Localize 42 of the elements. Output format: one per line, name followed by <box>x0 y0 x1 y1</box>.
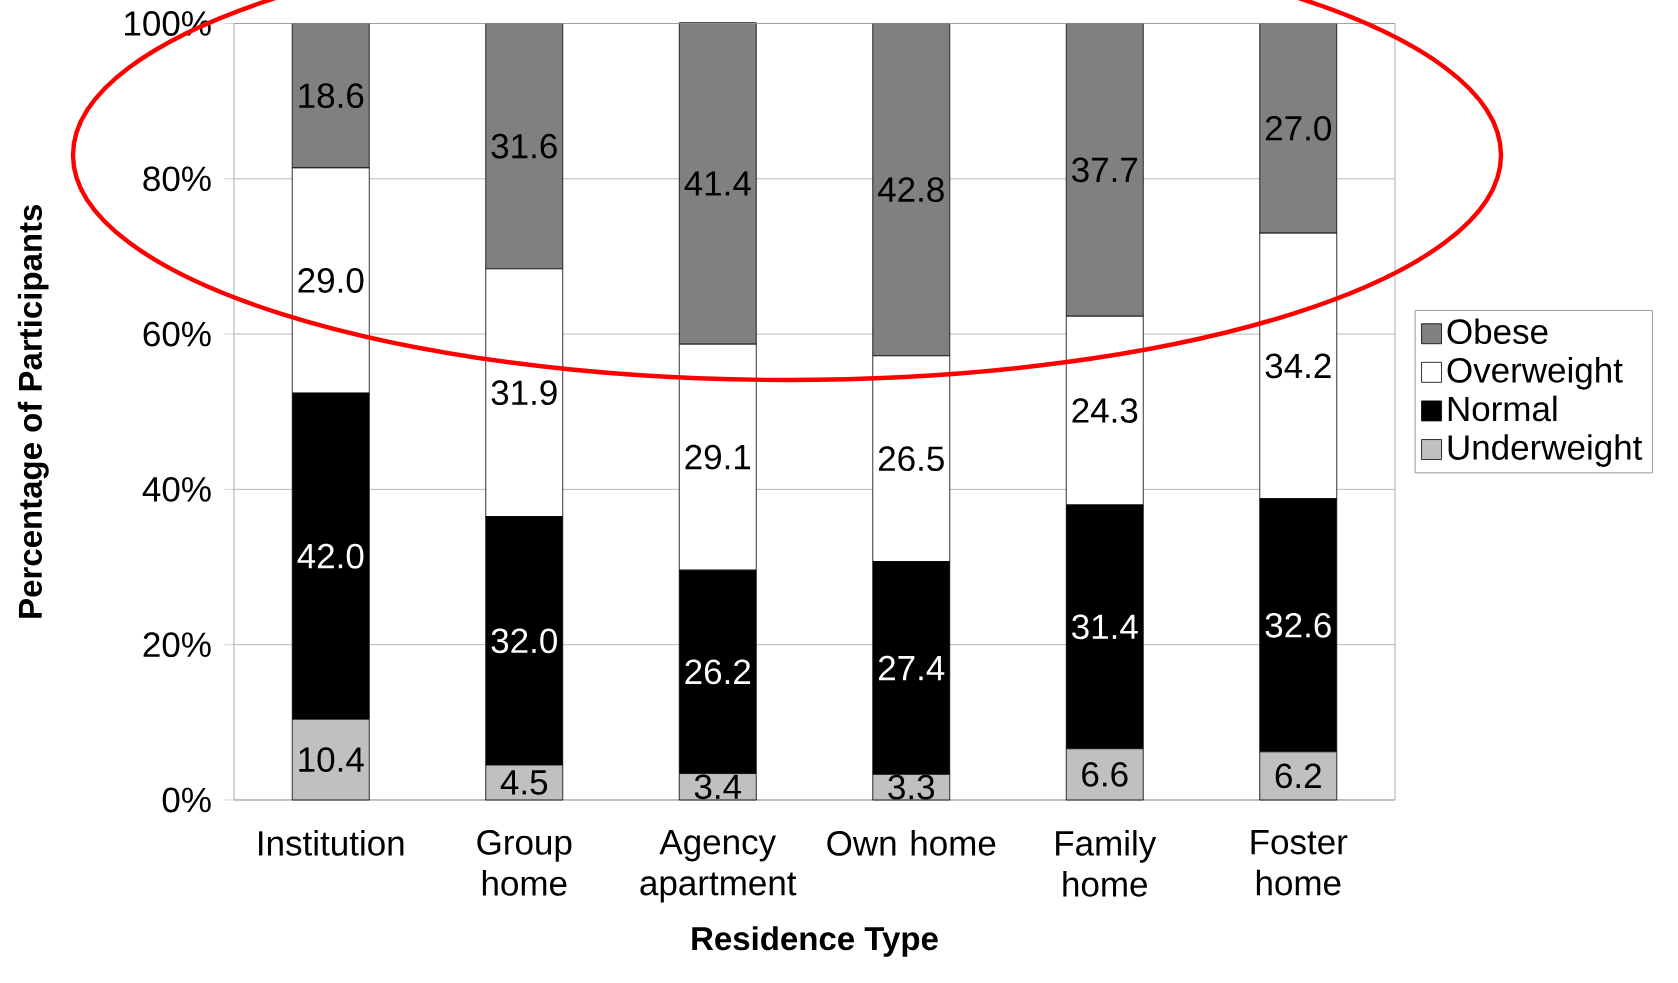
data-label: 6.2 <box>1275 763 1321 789</box>
data-label: 4.5 <box>500 770 548 795</box>
legend-label: Obese <box>1447 318 1548 345</box>
x-tick-label: Institution <box>259 830 404 856</box>
data-label: 10.4 <box>299 747 364 772</box>
data-label: 31.4 <box>1072 614 1138 640</box>
data-label: 27.0 <box>1265 115 1331 141</box>
data-label: 6.6 <box>1082 761 1128 787</box>
x-tick-label: Agency apartment <box>640 830 797 903</box>
data-label: 29.0 <box>298 268 364 293</box>
y-tick-label: 100% <box>125 11 211 36</box>
data-label: 24.3 <box>1072 398 1138 423</box>
data-label: 27.4 <box>878 655 945 681</box>
x-axis-title: Residence Type <box>692 926 938 957</box>
y-tick-label: 80% <box>143 166 211 192</box>
data-label: 32.0 <box>491 628 557 654</box>
data-label: 31.6 <box>491 133 557 159</box>
data-label: 37.7 <box>1072 157 1138 183</box>
data-label: 26.2 <box>685 659 751 685</box>
x-tick-label: Group home <box>477 830 572 896</box>
y-tick-label: 0% <box>162 787 211 813</box>
data-label: 41.4 <box>684 171 751 196</box>
data-label: 32.6 <box>1265 612 1331 638</box>
data-label: 31.9 <box>491 380 557 406</box>
data-label: 3.4 <box>694 774 742 800</box>
y-tick-label: 40% <box>142 477 211 502</box>
x-tick-label: Family home <box>1056 830 1157 897</box>
y-axis-title: Percentage of Participants <box>17 204 49 618</box>
x-tick-label: Own home <box>827 830 996 856</box>
legend-label: Underweight <box>1448 434 1643 467</box>
data-label: 26.5 <box>878 446 944 472</box>
y-tick-label: 20% <box>143 632 211 658</box>
data-label: 29.1 <box>685 444 751 470</box>
data-label: 18.6 <box>299 83 364 109</box>
data-label: 3.3 <box>888 774 935 800</box>
data-label: 42.0 <box>297 543 364 569</box>
x-tick-label: Foster home <box>1251 830 1348 896</box>
legend-label: Normal <box>1448 395 1557 422</box>
data-label: 42.8 <box>878 177 944 203</box>
legend-label: Overweight <box>1447 357 1623 390</box>
y-tick-label: 60% <box>143 321 211 347</box>
data-label: 34.2 <box>1265 353 1331 379</box>
